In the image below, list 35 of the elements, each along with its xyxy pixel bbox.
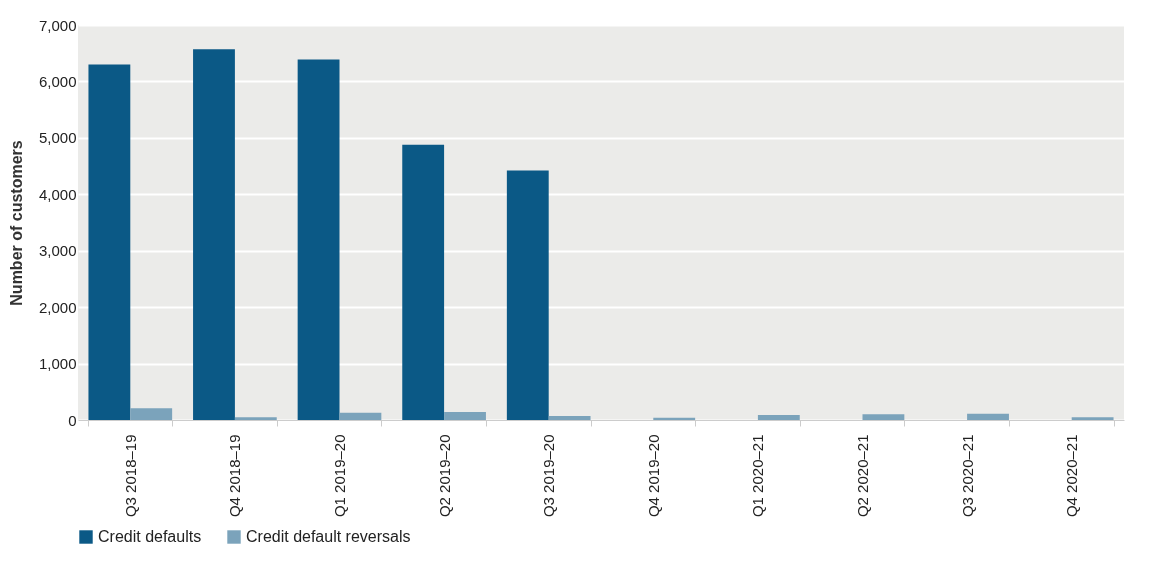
y-tick-label: 1,000 — [38, 355, 77, 373]
y-tick-label: 4,000 — [38, 185, 77, 203]
y-axis-title: Number of customers — [7, 140, 25, 306]
bar — [757, 414, 800, 420]
x-tick-label: Q4 2020–21 — [1063, 434, 1081, 518]
x-tick-label: Q2 2020–21 — [854, 434, 871, 518]
bar — [130, 408, 173, 420]
bar — [548, 416, 591, 420]
bar — [1071, 417, 1114, 420]
bar — [444, 412, 486, 420]
legend-label: Credit defaults — [98, 528, 202, 545]
x-tick-label: Q1 2020–21 — [749, 434, 767, 518]
x-tick-label: Q3 2019–20 — [540, 434, 558, 518]
y-tick-label: 6,000 — [38, 72, 77, 90]
x-tick-label: Q4 2018–19 — [226, 434, 244, 518]
bar — [234, 417, 277, 420]
x-tick-label: Q2 2019–20 — [435, 434, 453, 518]
x-tick-label: Q1 2019–20 — [331, 434, 348, 518]
y-tick-label: 0 — [68, 411, 77, 429]
bar — [297, 59, 340, 420]
bar — [967, 413, 1009, 420]
x-tick-label: Q3 2020–21 — [958, 434, 976, 518]
y-tick-label: 3,000 — [38, 242, 77, 260]
y-tick-label: 5,000 — [38, 129, 77, 147]
bar — [402, 144, 445, 420]
bar — [193, 49, 235, 420]
bar — [339, 412, 382, 420]
bar — [88, 64, 131, 420]
legend-label: Credit default reversals — [246, 528, 411, 545]
y-tick-label: 7,000 — [38, 16, 77, 34]
x-tick-label: Q3 2018–19 — [121, 434, 139, 518]
bar — [506, 170, 549, 420]
y-tick-label: 2,000 — [38, 298, 77, 316]
bar — [862, 414, 905, 420]
x-tick-label: Q4 2019–20 — [644, 434, 662, 518]
